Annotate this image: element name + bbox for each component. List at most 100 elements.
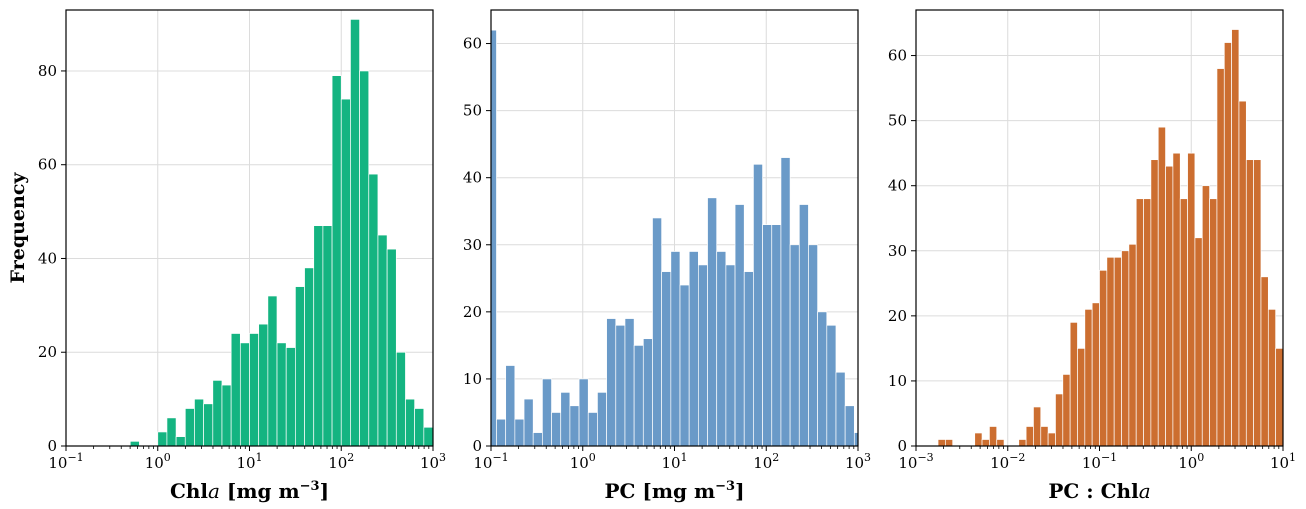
histogram-bar bbox=[1084, 308, 1093, 447]
y-tick-label: 20 bbox=[463, 303, 482, 321]
histogram-bar bbox=[295, 286, 305, 447]
histogram-bar bbox=[1047, 432, 1056, 447]
histogram-bar bbox=[1201, 185, 1210, 447]
histogram-bar bbox=[661, 271, 672, 447]
x-tick-label: 101 bbox=[661, 451, 687, 472]
histogram-bar bbox=[725, 264, 736, 447]
y-tick-label: 20 bbox=[38, 343, 57, 361]
histogram-bar bbox=[707, 197, 718, 447]
x-tick-label: 10−1 bbox=[473, 451, 508, 472]
y-tick-label: 10 bbox=[888, 372, 907, 390]
histogram-bar bbox=[753, 163, 763, 447]
histogram-bar bbox=[1216, 68, 1225, 447]
histogram-bar bbox=[386, 248, 397, 447]
y-tick-label: 0 bbox=[472, 437, 482, 455]
histogram-bar bbox=[1223, 42, 1232, 447]
histogram-bar bbox=[405, 398, 416, 447]
y-axis-label: Frequency bbox=[7, 172, 29, 284]
y-tick-label: 60 bbox=[38, 156, 57, 174]
x-tick-label: 103 bbox=[845, 451, 871, 472]
histogram-bar bbox=[1275, 348, 1284, 447]
y-tick-label: 40 bbox=[463, 169, 482, 187]
histogram-bar bbox=[1135, 198, 1144, 447]
histogram-bar bbox=[624, 318, 635, 447]
y-tick-label: 10 bbox=[463, 370, 482, 388]
histogram-panel-1: 10−1 100 101 102 103 0 20 40 60 80 Chla [mg m−3] Fr… bbox=[7, 9, 446, 503]
histogram-bar bbox=[249, 333, 260, 447]
histogram-bar bbox=[817, 311, 828, 447]
y-tick-label: 40 bbox=[888, 177, 907, 195]
x-tick-label: 100 bbox=[570, 451, 596, 472]
histogram-bar bbox=[1113, 256, 1122, 447]
y-tick-label: 40 bbox=[38, 249, 57, 267]
y-tick-label: 0 bbox=[47, 437, 57, 455]
histogram-bar bbox=[166, 417, 177, 447]
histogram-bar bbox=[212, 380, 223, 447]
y-tick-label: 50 bbox=[463, 102, 482, 120]
x-axis-label: PC [mg m−3] bbox=[604, 479, 744, 503]
histogram-bar bbox=[1194, 237, 1203, 447]
histogram-bar bbox=[377, 234, 388, 447]
histogram-bar bbox=[798, 204, 809, 447]
histogram-bar bbox=[1018, 439, 1027, 447]
histogram-bar bbox=[1238, 100, 1247, 447]
histogram-bar bbox=[762, 224, 773, 447]
histogram-bar bbox=[496, 418, 507, 447]
histogram-bar bbox=[743, 271, 754, 447]
histogram-bar bbox=[1055, 393, 1064, 447]
histogram-bar bbox=[974, 432, 983, 447]
histogram-bar bbox=[1179, 198, 1188, 447]
histogram-bar bbox=[1150, 159, 1159, 447]
x-axis-label: Chla [mg m−3] bbox=[170, 479, 329, 503]
y-tick-label: 20 bbox=[888, 307, 907, 325]
histogram-bar bbox=[597, 391, 607, 447]
histogram-bar bbox=[587, 412, 598, 447]
x-tick-label: 10−1 bbox=[1082, 451, 1117, 472]
histogram-bar bbox=[1165, 165, 1174, 447]
histogram-bar bbox=[945, 439, 954, 447]
histogram-bar bbox=[606, 318, 617, 447]
histogram-bar bbox=[221, 384, 232, 447]
histogram-bar bbox=[698, 264, 708, 447]
histogram-bar bbox=[542, 378, 552, 447]
histogram-bar bbox=[1099, 269, 1108, 447]
x-tick-label: 10−3 bbox=[898, 451, 933, 472]
histogram-bar bbox=[203, 403, 214, 447]
histogram-bar bbox=[350, 19, 360, 447]
histogram-bar bbox=[551, 412, 562, 447]
histogram-bar bbox=[313, 225, 324, 447]
histogram-bar bbox=[532, 432, 543, 447]
histogram-bar bbox=[184, 408, 195, 447]
histogram-bar bbox=[331, 75, 342, 447]
histogram-bar bbox=[642, 338, 653, 447]
x-tick-label: 102 bbox=[753, 451, 779, 472]
y-tick-label: 30 bbox=[463, 236, 482, 254]
histogram-bar bbox=[1025, 426, 1034, 447]
histogram-bar bbox=[780, 157, 791, 447]
histogram-bar bbox=[1231, 29, 1240, 447]
histogram-bar bbox=[996, 439, 1005, 447]
histogram-bar bbox=[239, 342, 250, 447]
histogram-bar bbox=[322, 225, 333, 447]
histogram-bar bbox=[1077, 348, 1086, 447]
histogram-bar bbox=[937, 439, 946, 447]
histogram-bar bbox=[560, 391, 571, 447]
x-tick-label: 103 bbox=[420, 451, 446, 472]
histogram-bar bbox=[808, 244, 818, 447]
histogram-bar bbox=[359, 70, 370, 447]
y-tick-label: 50 bbox=[888, 112, 907, 130]
histogram-bar bbox=[490, 29, 497, 447]
histogram-bar bbox=[1121, 250, 1130, 447]
histogram-bar bbox=[175, 436, 186, 447]
histogram-bar bbox=[826, 324, 837, 447]
histogram-bar bbox=[1157, 126, 1166, 447]
histogram-bar bbox=[285, 347, 296, 447]
x-tick-label: 10−1 bbox=[48, 451, 83, 472]
histogram-bar bbox=[523, 398, 534, 447]
histogram-bar bbox=[835, 371, 846, 447]
histogram-bar bbox=[157, 431, 168, 447]
histogram-bar bbox=[414, 408, 425, 447]
histogram-bar bbox=[633, 345, 644, 447]
histogram-bar bbox=[395, 351, 406, 447]
